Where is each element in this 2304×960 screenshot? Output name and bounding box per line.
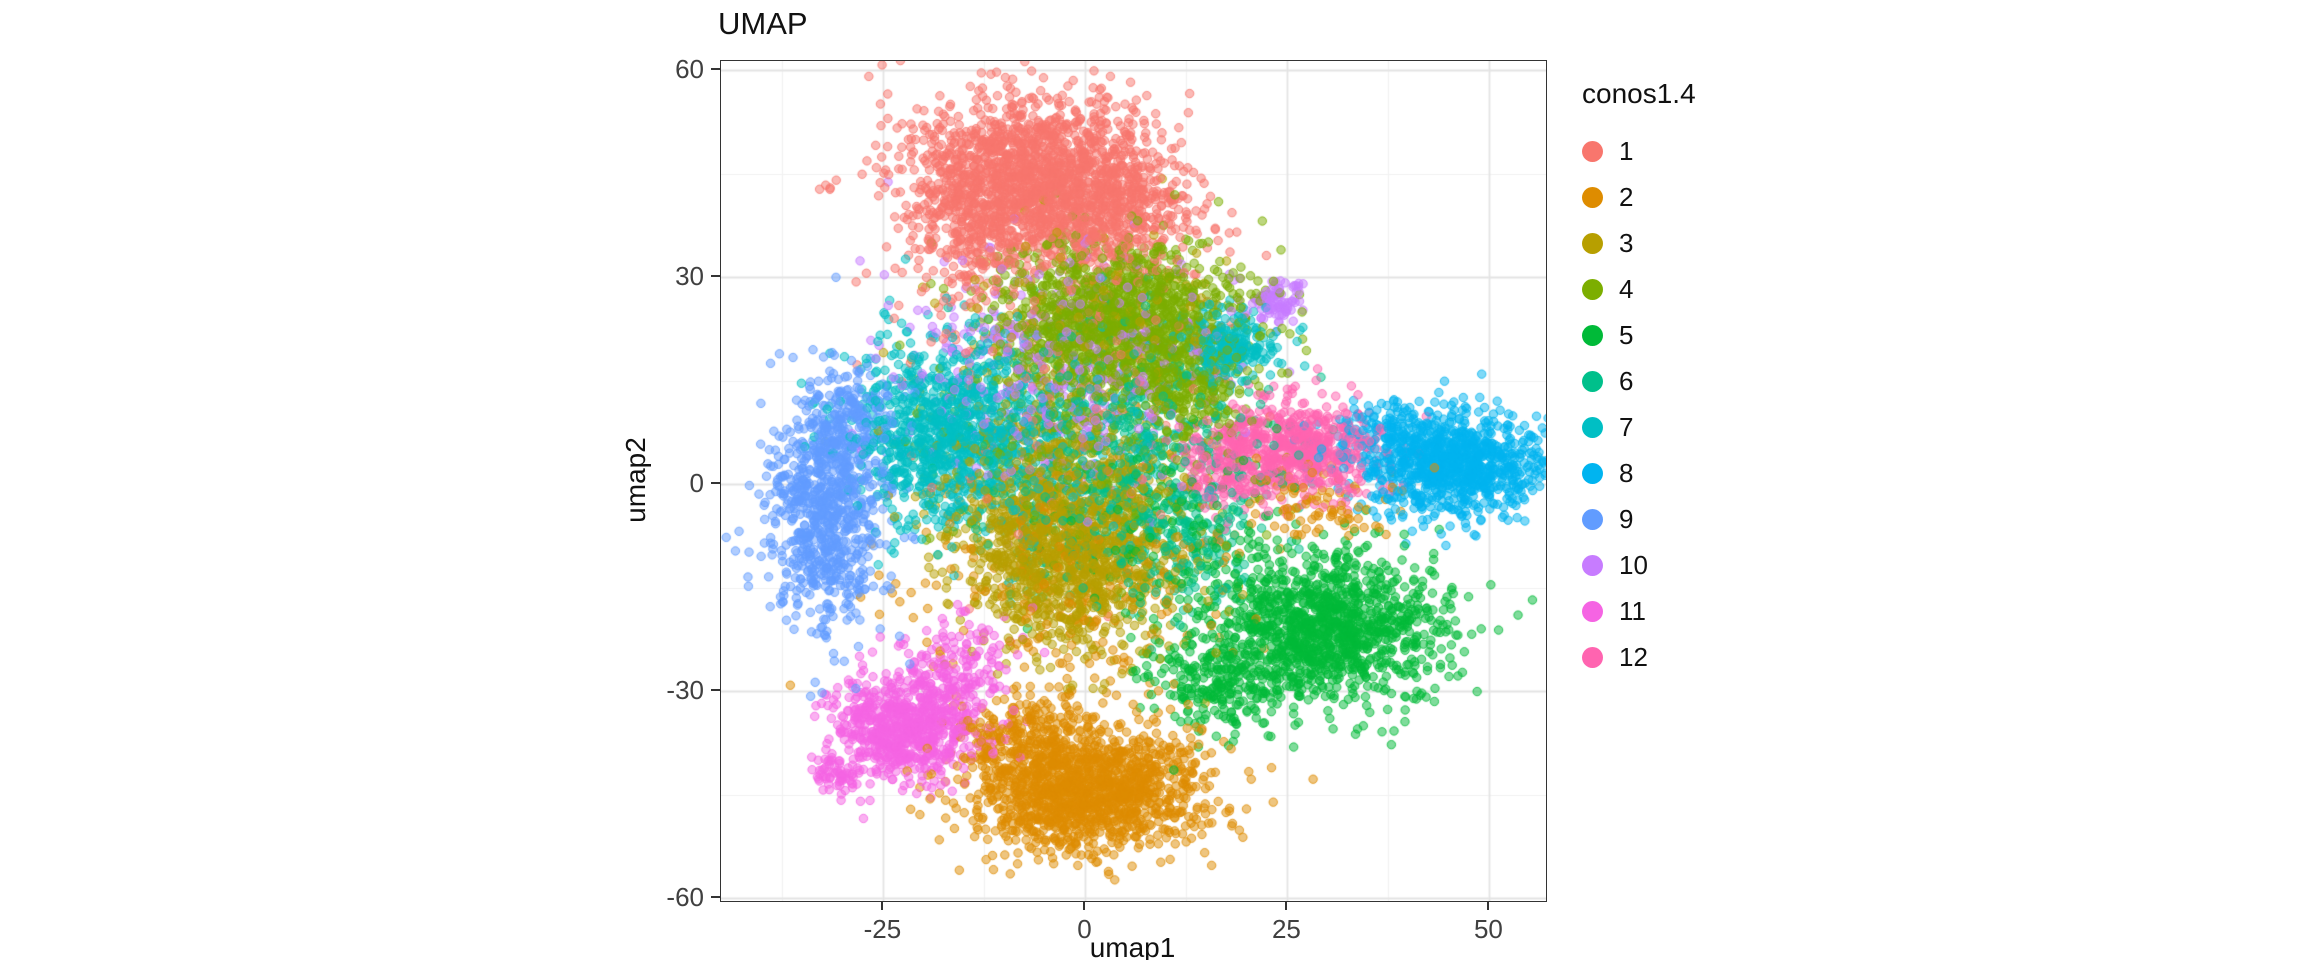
legend-item-3: 3 xyxy=(1582,220,1696,266)
legend-swatch-icon xyxy=(1582,600,1603,622)
x-tick-label: 25 xyxy=(1271,914,1301,944)
legend-swatch-icon xyxy=(1582,278,1603,300)
x-axis-title: umap1 xyxy=(1089,932,1176,960)
legend-item-11: 11 xyxy=(1582,588,1696,634)
y-tick-mark xyxy=(711,275,720,278)
y-tick-mark xyxy=(711,689,720,692)
legend-swatch-icon xyxy=(1582,232,1603,254)
legend-swatch-icon xyxy=(1582,324,1603,346)
legend-item-10: 10 xyxy=(1582,542,1696,588)
plot-title: UMAP xyxy=(718,6,808,41)
legend-swatch-icon xyxy=(1582,508,1603,530)
legend-swatch-icon xyxy=(1582,462,1603,484)
y-tick-mark xyxy=(711,67,720,70)
legend-item-7: 7 xyxy=(1582,404,1696,450)
legend-item-12: 12 xyxy=(1582,634,1696,680)
y-tick-label: -30 xyxy=(666,675,704,706)
legend-label: 11 xyxy=(1619,595,1646,626)
legend-item-5: 5 xyxy=(1582,312,1696,358)
y-axis-title: umap2 xyxy=(620,437,651,523)
legend-swatch-icon xyxy=(1582,416,1603,438)
legend-item-1: 1 xyxy=(1582,128,1696,174)
legend-title: conos1.4 xyxy=(1582,78,1696,109)
x-tick-mark xyxy=(1083,901,1086,910)
legend-label: 5 xyxy=(1619,319,1634,350)
x-tick-label: 50 xyxy=(1473,914,1503,944)
y-tick-label: 30 xyxy=(675,261,704,292)
y-tick-mark xyxy=(711,482,720,485)
x-tick-mark xyxy=(1285,901,1288,910)
plot-panel xyxy=(720,60,1547,902)
legend-item-6: 6 xyxy=(1582,358,1696,404)
legend-swatch-icon xyxy=(1582,370,1603,392)
y-tick-label: 0 xyxy=(689,468,704,499)
legend-label: 10 xyxy=(1619,549,1648,580)
x-tick-label: 0 xyxy=(1077,914,1092,944)
y-tick-label: 60 xyxy=(675,53,704,84)
legend-label: 4 xyxy=(1619,273,1634,304)
legend-swatch-icon xyxy=(1582,186,1603,208)
legend-label: 1 xyxy=(1619,135,1634,166)
legend-label: 7 xyxy=(1619,411,1634,442)
legend-label: 8 xyxy=(1619,457,1634,488)
legend-item-8: 8 xyxy=(1582,450,1696,496)
y-tick-label: -60 xyxy=(666,882,704,913)
legend-label: 2 xyxy=(1619,181,1634,212)
legend: conos1.4 1 2 3 4 5 6 7 8 9 10 11 12 xyxy=(1582,78,1696,680)
legend-items: 1 2 3 4 5 6 7 8 9 10 11 12 xyxy=(1582,128,1696,680)
umap-scatter-canvas xyxy=(721,61,1546,901)
legend-label: 6 xyxy=(1619,365,1634,396)
y-tick-mark xyxy=(711,896,720,899)
legend-label: 9 xyxy=(1619,503,1634,534)
legend-swatch-icon xyxy=(1582,646,1603,668)
legend-label: 12 xyxy=(1619,641,1648,672)
legend-label: 3 xyxy=(1619,227,1634,258)
legend-item-4: 4 xyxy=(1582,266,1696,312)
legend-swatch-icon xyxy=(1582,140,1603,162)
legend-swatch-icon xyxy=(1582,554,1603,576)
legend-item-9: 9 xyxy=(1582,496,1696,542)
legend-item-2: 2 xyxy=(1582,174,1696,220)
x-tick-label: -25 xyxy=(863,914,902,944)
x-tick-mark xyxy=(881,901,884,910)
x-tick-mark xyxy=(1487,901,1490,910)
